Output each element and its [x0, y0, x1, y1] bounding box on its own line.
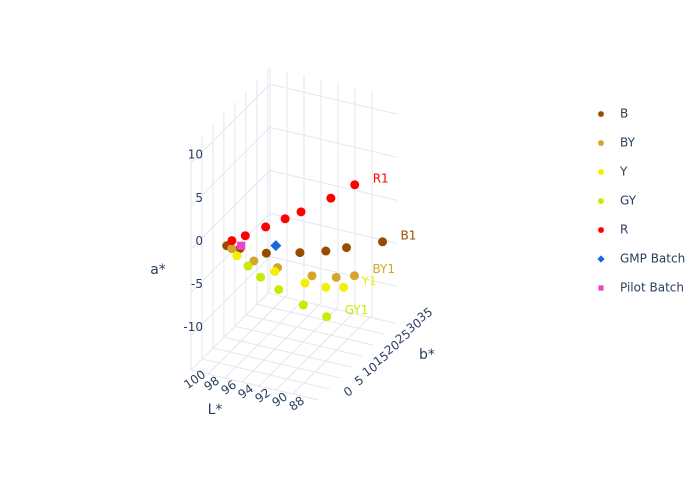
marker — [598, 285, 604, 291]
marker — [597, 255, 605, 263]
x-tick-label: 100 — [181, 367, 208, 392]
legend-label: GMP Batch — [620, 252, 685, 266]
z-tick-label: 0 — [195, 234, 203, 248]
marker — [349, 271, 359, 281]
marker — [280, 214, 290, 224]
z-tick-label: 5 — [195, 191, 203, 205]
marker — [331, 272, 341, 282]
legend-label: Y — [619, 165, 628, 179]
y-tick-label: 0 — [341, 384, 355, 400]
marker — [342, 243, 352, 253]
grid-line — [190, 213, 271, 293]
series: Y1 — [232, 251, 377, 292]
x-axis-title: L* — [208, 402, 223, 418]
grid-line — [223, 336, 352, 368]
series-label: B1 — [401, 228, 417, 242]
series-label: Y1 — [361, 274, 377, 288]
grid-line — [256, 303, 385, 335]
grid-line — [241, 302, 322, 383]
marker — [270, 240, 282, 252]
series-label: R1 — [373, 171, 389, 185]
marker — [240, 231, 250, 241]
grid-line — [190, 256, 271, 336]
marker — [256, 272, 266, 282]
legend-label: GY — [620, 194, 637, 208]
series: B1 — [222, 228, 417, 258]
marker — [598, 169, 604, 175]
grid-line — [267, 292, 396, 324]
grid-group — [190, 67, 398, 401]
grid-line — [275, 310, 356, 391]
marker — [598, 227, 604, 233]
marker — [339, 282, 349, 292]
marker — [598, 140, 604, 146]
grid-line — [190, 83, 271, 164]
legend-label: Pilot Batch — [620, 281, 684, 295]
grid-line — [269, 169, 398, 201]
series: GY1 — [243, 261, 369, 322]
series: BY1 — [227, 244, 395, 282]
marker — [321, 282, 331, 292]
grid-line — [190, 170, 271, 250]
marker — [295, 248, 305, 258]
grid-line — [269, 212, 398, 244]
z-tick-label: 10 — [188, 148, 203, 162]
marker — [227, 236, 237, 246]
legend-label: R — [620, 223, 628, 237]
marker — [300, 278, 310, 288]
series — [237, 241, 246, 250]
legend-label: BY — [620, 136, 636, 150]
marker — [261, 248, 271, 258]
legend-item[interactable]: GMP Batch — [597, 252, 685, 266]
legend-item[interactable]: Pilot Batch — [598, 281, 684, 295]
marker — [326, 193, 336, 203]
marker — [270, 267, 280, 277]
z-axis-title: a* — [150, 262, 166, 278]
series-label: GY1 — [345, 303, 369, 317]
z-tick-label: -5 — [191, 277, 203, 291]
marker — [274, 285, 284, 295]
grid-line — [245, 314, 374, 346]
marker — [227, 244, 237, 254]
marker — [598, 111, 604, 117]
legend-item[interactable]: GY — [598, 194, 637, 208]
marker — [378, 237, 388, 247]
marker — [261, 222, 271, 232]
grid-line — [201, 358, 330, 390]
legend-item[interactable]: R — [598, 223, 628, 237]
marker — [243, 261, 253, 271]
marker — [322, 312, 332, 322]
series-label: BY1 — [372, 262, 395, 276]
legend-label: B — [620, 107, 628, 121]
marker — [307, 271, 317, 281]
series — [270, 240, 282, 252]
series: R1 — [227, 171, 389, 246]
grid-line — [269, 256, 398, 288]
marker — [237, 241, 246, 250]
grid-line — [269, 83, 398, 115]
legend-item[interactable]: B — [598, 107, 628, 121]
y-axis-title: b* — [419, 347, 435, 363]
grid-line — [234, 325, 363, 357]
z-tick-label: -10 — [183, 320, 203, 334]
legend-item[interactable]: Y — [598, 165, 628, 179]
marker — [321, 246, 331, 256]
marker — [598, 198, 604, 204]
grid-line — [190, 369, 319, 401]
marker — [232, 251, 242, 261]
grid-line — [269, 126, 398, 158]
legend-item[interactable]: BY — [598, 136, 636, 150]
grid-line — [212, 347, 341, 379]
marker — [296, 207, 306, 217]
marker — [298, 300, 308, 310]
grid-line — [224, 298, 305, 379]
marker — [350, 180, 360, 190]
grid-line — [190, 126, 271, 207]
